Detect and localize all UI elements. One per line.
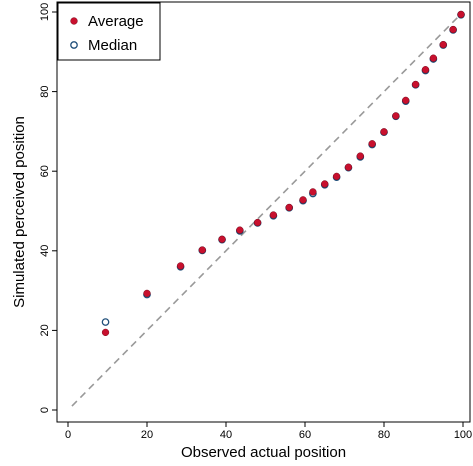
average-point	[143, 289, 151, 298]
average-point	[269, 211, 278, 219]
average-point	[332, 172, 341, 181]
average-point	[411, 80, 420, 89]
average-series	[101, 10, 465, 337]
average-point	[368, 140, 376, 148]
average-point	[321, 180, 329, 188]
legend-marker-median	[70, 41, 78, 49]
average-point	[457, 10, 465, 19]
average-point	[176, 262, 185, 270]
average-point	[218, 235, 226, 243]
x-tick-label: 20	[141, 429, 153, 441]
x-axis: 0 20 40 60 80 100	[65, 422, 472, 441]
plot-frame	[56, 1, 471, 423]
average-point	[344, 163, 353, 171]
legend-label-median: Median	[88, 37, 137, 54]
x-tick-label: 100	[454, 429, 472, 441]
y-tick-label: 0	[39, 407, 51, 413]
average-point	[253, 218, 262, 227]
x-tick-label: 60	[299, 429, 311, 441]
y-tick-label: 60	[39, 165, 51, 177]
legend: Average Median	[57, 2, 161, 61]
average-point	[439, 40, 447, 49]
average-point	[421, 66, 430, 74]
y-axis-label: Simulated perceived position	[11, 116, 28, 308]
average-point	[198, 246, 206, 254]
average-point	[299, 196, 307, 204]
average-point	[356, 152, 364, 160]
median-point	[101, 318, 110, 326]
average-point	[392, 112, 400, 120]
y-tick-label: 80	[39, 85, 51, 97]
plot-area	[56, 1, 471, 423]
x-tick-label: 0	[65, 429, 71, 441]
average-point	[236, 226, 244, 234]
average-point	[309, 188, 317, 196]
average-point	[101, 328, 110, 337]
y-tick-label: 20	[39, 324, 51, 336]
y-tick-label: 40	[39, 245, 51, 257]
legend-box	[57, 2, 161, 61]
average-point	[285, 203, 293, 212]
average-point	[449, 25, 457, 34]
y-tick-label: 100	[39, 3, 51, 21]
average-point	[380, 128, 388, 136]
y-axis: 0 20 40 60 80 100	[39, 3, 57, 413]
legend-marker-average	[70, 17, 78, 25]
x-axis-label: Observed actual position	[181, 444, 346, 461]
x-tick-label: 80	[378, 429, 390, 441]
average-point	[402, 96, 410, 105]
average-point	[429, 54, 438, 62]
identity-reference-line	[71, 15, 460, 407]
legend-label-average: Average	[88, 13, 144, 30]
x-tick-label: 40	[220, 429, 232, 441]
